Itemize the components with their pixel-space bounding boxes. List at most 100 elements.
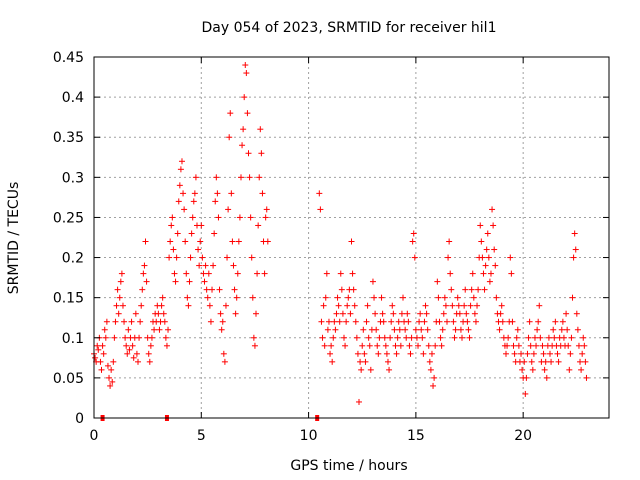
data-point bbox=[101, 326, 108, 333]
data-point bbox=[518, 350, 525, 357]
data-point bbox=[474, 302, 481, 309]
data-point bbox=[112, 318, 119, 325]
data-point bbox=[324, 326, 331, 333]
data-point bbox=[366, 342, 373, 349]
data-point bbox=[233, 294, 240, 301]
data-point bbox=[251, 342, 258, 349]
data-point bbox=[571, 230, 578, 237]
data-point bbox=[522, 390, 529, 397]
data-point bbox=[407, 350, 414, 357]
data-point bbox=[362, 358, 369, 365]
data-point bbox=[431, 374, 438, 381]
data-point bbox=[323, 270, 330, 277]
data-point bbox=[515, 342, 522, 349]
data-point bbox=[566, 366, 573, 373]
data-point bbox=[198, 222, 205, 229]
data-point bbox=[445, 254, 452, 261]
data-point bbox=[550, 326, 557, 333]
data-point bbox=[262, 214, 269, 221]
data-point bbox=[133, 350, 140, 357]
data-point bbox=[367, 366, 374, 373]
data-point bbox=[192, 174, 199, 181]
data-point bbox=[406, 342, 413, 349]
data-point bbox=[184, 294, 191, 301]
data-point bbox=[499, 318, 506, 325]
data-point bbox=[442, 302, 449, 309]
data-point bbox=[108, 366, 115, 373]
data-point bbox=[221, 358, 228, 365]
data-point bbox=[412, 326, 419, 333]
data-point bbox=[220, 350, 227, 357]
data-point bbox=[195, 246, 202, 253]
data-point bbox=[126, 346, 133, 353]
data-point bbox=[376, 334, 383, 341]
data-point bbox=[397, 342, 404, 349]
data-point bbox=[129, 342, 136, 349]
data-point bbox=[496, 326, 503, 333]
data-point bbox=[140, 270, 147, 277]
data-point bbox=[391, 326, 398, 333]
data-point bbox=[572, 246, 579, 253]
y-axis-title: SRMTID / TECUs bbox=[6, 182, 22, 295]
data-point bbox=[114, 286, 121, 293]
data-point bbox=[130, 354, 137, 361]
data-point bbox=[554, 350, 561, 357]
data-point bbox=[455, 302, 462, 309]
data-point bbox=[461, 302, 468, 309]
data-point bbox=[374, 342, 381, 349]
data-point bbox=[567, 350, 574, 357]
data-point bbox=[477, 222, 484, 229]
data-point bbox=[118, 270, 125, 277]
data-point bbox=[486, 278, 493, 285]
data-point bbox=[405, 318, 412, 325]
data-point bbox=[371, 294, 378, 301]
data-point bbox=[479, 254, 486, 261]
data-point bbox=[519, 366, 526, 373]
data-point bbox=[109, 378, 116, 385]
data-point bbox=[463, 310, 470, 317]
data-point bbox=[245, 150, 252, 157]
data-point bbox=[128, 318, 135, 325]
data-point bbox=[359, 342, 366, 349]
data-point bbox=[215, 214, 222, 221]
data-point bbox=[259, 190, 266, 197]
data-point bbox=[351, 302, 358, 309]
data-point bbox=[358, 366, 365, 373]
data-point bbox=[569, 294, 576, 301]
data-point bbox=[237, 174, 244, 181]
data-point bbox=[484, 230, 491, 237]
data-point bbox=[394, 334, 401, 341]
x-tick-label: 0 bbox=[90, 428, 99, 444]
data-point bbox=[143, 278, 150, 285]
data-point bbox=[337, 270, 344, 277]
data-point bbox=[334, 294, 341, 301]
data-point bbox=[147, 342, 154, 349]
data-point bbox=[454, 294, 461, 301]
data-point bbox=[234, 270, 241, 277]
data-point bbox=[250, 334, 257, 341]
data-point bbox=[205, 270, 212, 277]
data-point bbox=[540, 350, 547, 357]
data-point bbox=[419, 334, 426, 341]
data-point bbox=[317, 206, 324, 213]
data-point bbox=[435, 294, 442, 301]
data-point bbox=[263, 206, 270, 213]
data-point bbox=[336, 318, 343, 325]
data-point bbox=[507, 254, 514, 261]
data-point bbox=[156, 326, 163, 333]
data-point bbox=[169, 214, 176, 221]
data-point bbox=[162, 334, 169, 341]
data-point bbox=[428, 350, 435, 357]
data-point bbox=[241, 94, 248, 101]
data-point bbox=[226, 134, 233, 141]
data-point bbox=[425, 342, 432, 349]
y-tick-label: 0.15 bbox=[53, 291, 84, 307]
data-point bbox=[536, 302, 543, 309]
data-point bbox=[475, 286, 482, 293]
data-point bbox=[210, 262, 217, 269]
data-point bbox=[534, 326, 541, 333]
y-tick-label: 0.35 bbox=[53, 130, 84, 146]
data-point bbox=[504, 342, 511, 349]
data-point bbox=[213, 174, 220, 181]
data-point bbox=[439, 326, 446, 333]
